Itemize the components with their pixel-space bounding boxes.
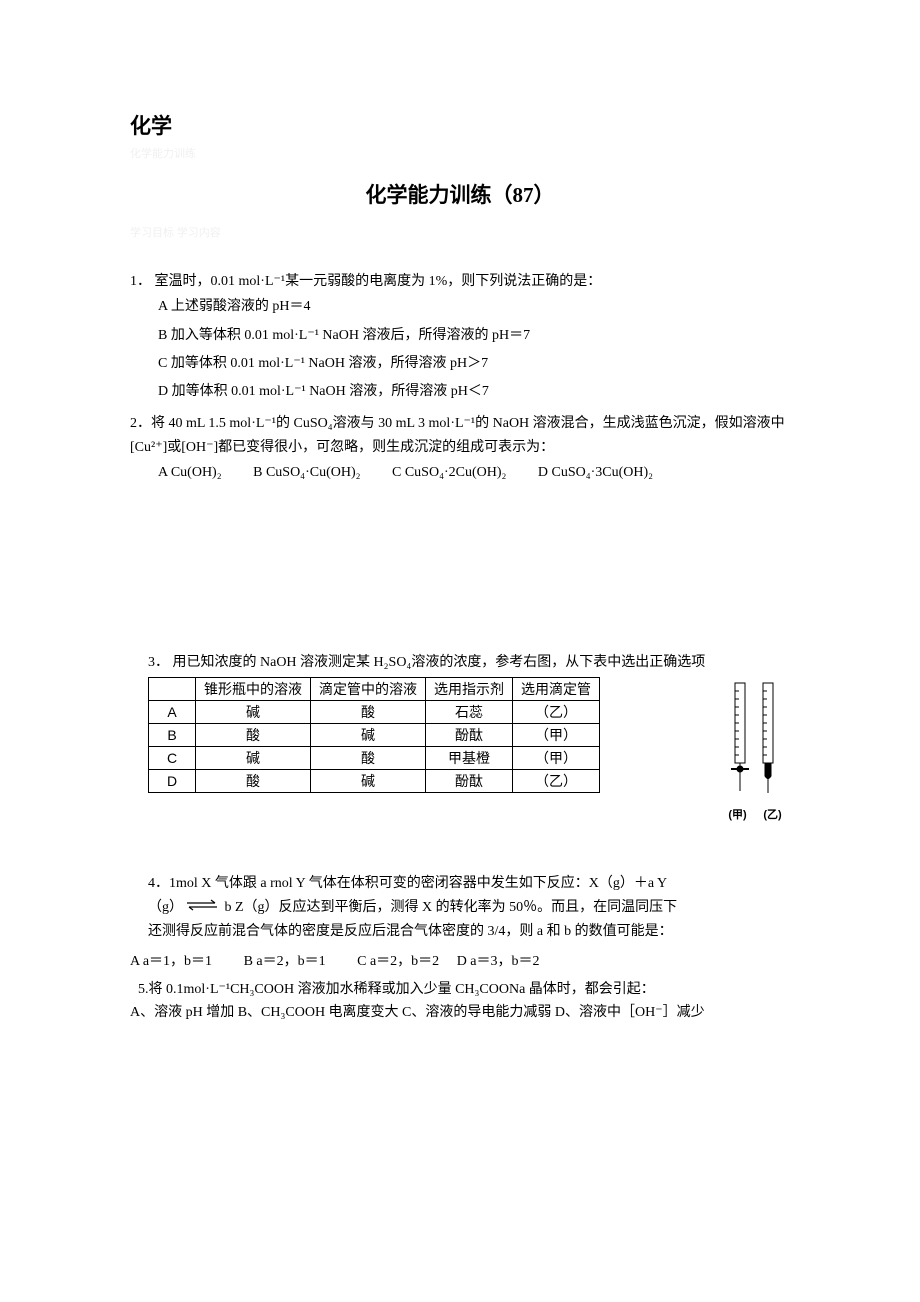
cell-d4: （乙）	[513, 770, 600, 793]
cell-d3: 酚酞	[426, 770, 513, 793]
q1-option-b: B 加入等体积 0.01 mol·L⁻¹ NaOH 溶液后，所得溶液的 pH＝7	[130, 325, 790, 347]
q3-table: 锥形瓶中的溶液 滴定管中的溶液 选用指示剂 选用滴定管 A 碱 酸 石蕊 （乙）…	[148, 677, 600, 793]
section-header: 化学	[130, 110, 790, 140]
table-row: D 酸 碱 酚酞 （乙）	[149, 770, 600, 793]
q5-stem: 5.将 0.1mol·L⁻¹CH₃COOH 溶液加水稀释或加入少量 CH₃COO…	[130, 978, 790, 1002]
table-row: B 酸 碱 酚酞 （甲）	[149, 724, 600, 747]
q4-stem-line1: 4．1mol X 气体跟 a rnol Y 气体在体积可变的密闭容器中发生如下反…	[130, 872, 790, 896]
cell-a2: 酸	[311, 701, 426, 724]
table-header-3: 选用指示剂	[426, 678, 513, 701]
q1-stem: 1． 室温时，0.01 mol·L⁻¹某一元弱酸的电离度为 1%，则下列说法正确…	[130, 270, 790, 294]
table-header-row: 锥形瓶中的溶液 滴定管中的溶液 选用指示剂 选用滴定管	[149, 678, 600, 701]
q2-options: A Cu(OH)₂ B CuSO₄·Cu(OH)₂ C CuSO₄·2Cu(OH…	[130, 465, 790, 481]
spacer	[130, 487, 790, 647]
q3-container: 3． 用已知浓度的 NaOH 溶液测定某 H₂SO₄溶液的浓度，参考右图，从下表…	[130, 651, 790, 822]
table-row: A 碱 酸 石蕊 （乙）	[149, 701, 600, 724]
q4-stem-line3: 还测得反应前混合气体的密度是反应后混合气体密度的 3/4，则 a 和 b 的数值…	[130, 920, 790, 944]
cell-c4: （甲）	[513, 747, 600, 770]
table-header-2: 滴定管中的溶液	[311, 678, 426, 701]
q1-option-d: D 加等体积 0.01 mol·L⁻¹ NaOH 溶液，所得溶液 pH＜7	[130, 381, 790, 403]
q4-option-d: D a＝3，b＝2	[457, 954, 540, 969]
q4-l2-post: b Z（g）反应达到平衡后，测得 X 的转化率为 50％。而且，在同温同压下	[221, 900, 677, 915]
q4-option-b: B a＝2，b＝1	[244, 954, 326, 969]
cell-a4: （乙）	[513, 701, 600, 724]
cell-d2: 碱	[311, 770, 426, 793]
q4-stem-line2: （g） b Z（g）反应达到平衡后，测得 X 的转化率为 50％。而且，在同温同…	[130, 896, 790, 920]
q2-option-b: B CuSO₄·Cu(OH)₂	[253, 465, 360, 480]
burette-figure: (甲) (乙)	[710, 651, 790, 822]
equilibrium-arrow-icon	[185, 896, 219, 920]
table-row: C 碱 酸 甲基橙 （甲）	[149, 747, 600, 770]
q2-option-a: A Cu(OH)₂	[158, 465, 222, 480]
row-label-c: C	[149, 747, 196, 770]
row-label-b: B	[149, 724, 196, 747]
table-header-blank	[149, 678, 196, 701]
cell-c1: 碱	[196, 747, 311, 770]
burette-label-right: (乙)	[763, 806, 781, 822]
cell-d1: 酸	[196, 770, 311, 793]
burette-icon	[725, 681, 785, 806]
q4-option-c: C a＝2，b＝2	[357, 954, 439, 969]
q4-option-a: A a＝1，b＝1	[130, 954, 212, 969]
q2-option-d: D CuSO₄·3Cu(OH)₂	[538, 465, 653, 480]
cell-a1: 碱	[196, 701, 311, 724]
cell-b4: （甲）	[513, 724, 600, 747]
q2-stem: 2．将 40 mL 1.5 mol·L⁻¹的 CuSO₄溶液与 30 mL 3 …	[130, 412, 790, 460]
page-title: 化学能力训练（87）	[130, 179, 790, 209]
row-label-d: D	[149, 770, 196, 793]
cell-c3: 甲基橙	[426, 747, 513, 770]
q1-option-a: A 上述弱酸溶液的 pH＝4	[130, 296, 790, 318]
row-label-a: A	[149, 701, 196, 724]
page-body: 化学 化学能力训练 化学能力训练（87） 学习目标 学习内容 1． 室温时，0.…	[0, 0, 920, 1085]
cell-b1: 酸	[196, 724, 311, 747]
burette-label-left: (甲)	[728, 806, 746, 822]
faint-text-2: 学习目标 学习内容	[130, 227, 790, 240]
q5-options: A、溶液 pH 增加 B、CH₃COOH 电离度变大 C、溶液的导电能力减弱 D…	[130, 1001, 790, 1025]
cell-b3: 酚酞	[426, 724, 513, 747]
cell-b2: 碱	[311, 724, 426, 747]
q4-container: 4．1mol X 气体跟 a rnol Y 气体在体积可变的密闭容器中发生如下反…	[130, 872, 790, 944]
q2-option-c: C CuSO₄·2Cu(OH)₂	[392, 465, 506, 480]
cell-a3: 石蕊	[426, 701, 513, 724]
q4-options: A a＝1，b＝1 B a＝2，b＝1 C a＝2，b＝2 D a＝3，b＝2	[130, 950, 790, 974]
table-header-4: 选用滴定管	[513, 678, 600, 701]
q3-left: 3． 用已知浓度的 NaOH 溶液测定某 H₂SO₄溶液的浓度，参考右图，从下表…	[130, 651, 710, 793]
q3-stem: 3． 用已知浓度的 NaOH 溶液测定某 H₂SO₄溶液的浓度，参考右图，从下表…	[130, 651, 710, 675]
burette-labels: (甲) (乙)	[720, 806, 790, 822]
faint-text-1: 化学能力训练	[130, 148, 790, 161]
cell-c2: 酸	[311, 747, 426, 770]
q4-l2-pre: （g）	[148, 900, 183, 915]
q1-option-c: C 加等体积 0.01 mol·L⁻¹ NaOH 溶液，所得溶液 pH＞7	[130, 353, 790, 375]
table-header-1: 锥形瓶中的溶液	[196, 678, 311, 701]
